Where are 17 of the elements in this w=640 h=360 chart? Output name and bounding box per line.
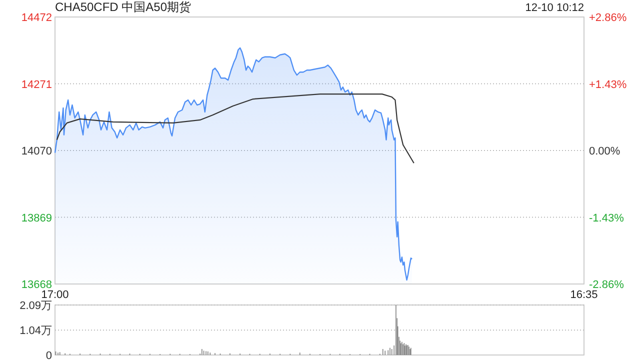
y2-tick-label: 0.00% <box>589 146 620 158</box>
y-tick-label: 13668 <box>21 279 52 291</box>
y-tick-label: 13869 <box>21 212 52 224</box>
y-tick-label: 14271 <box>21 78 52 91</box>
y-tick-label: 0 <box>46 350 52 360</box>
y2-tick-label: +2.86% <box>589 12 627 24</box>
text: 12-10 10:12 <box>525 2 584 14</box>
y-tick-label: 14070 <box>21 146 52 158</box>
chart-title: CHA50CFD 中国A50期货 <box>55 0 192 14</box>
x-tick-label: 16:35 <box>570 289 598 301</box>
y2-tick-label: -2.86% <box>589 279 624 291</box>
x-tick-label: 17:00 <box>41 289 69 301</box>
y2-tick-label: -1.43% <box>589 212 624 224</box>
y2-tick-label: +1.43% <box>589 78 627 91</box>
y-tick-label: 2.09万 <box>20 300 52 312</box>
y-tick-label: 14472 <box>21 12 52 24</box>
y-tick-label: 1.04万 <box>20 325 52 338</box>
